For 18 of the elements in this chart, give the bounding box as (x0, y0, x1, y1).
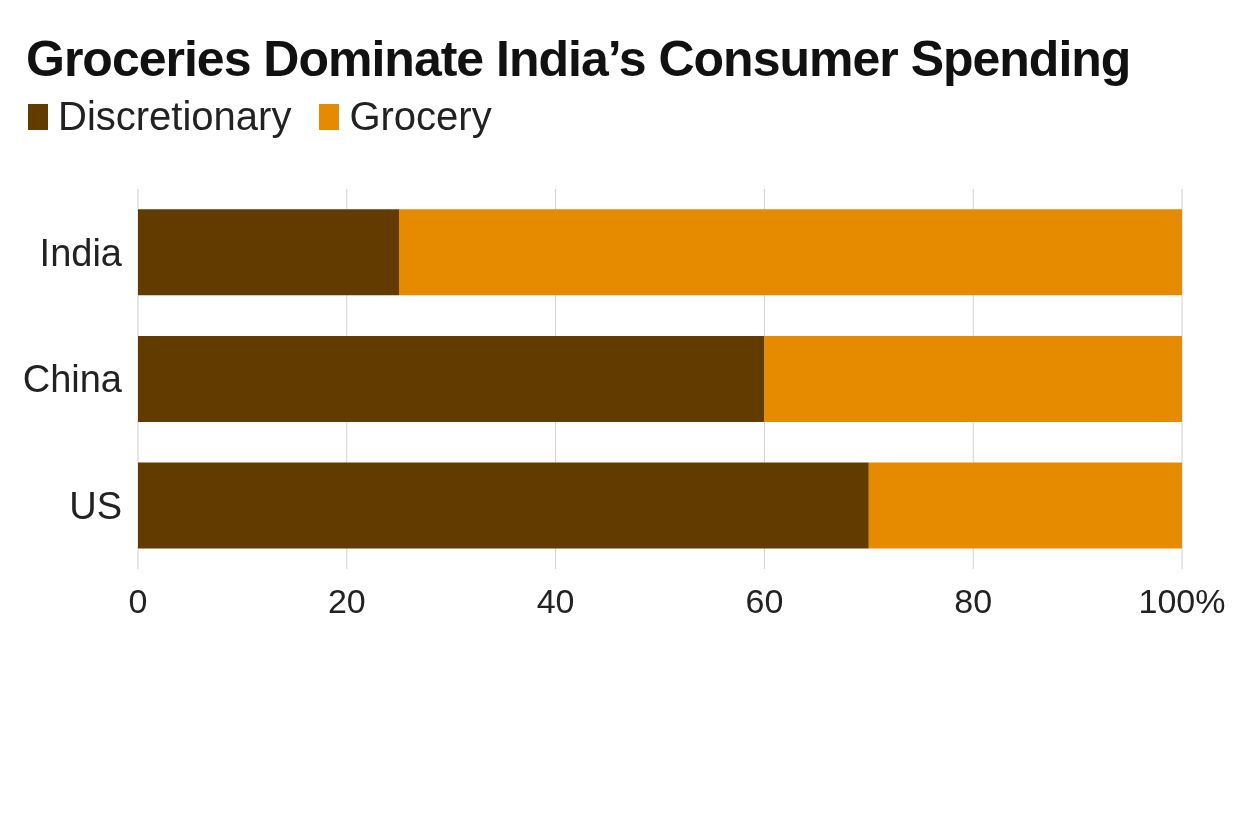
x-tick-label: 100% (1138, 582, 1226, 621)
bar (138, 462, 869, 549)
legend-label: Grocery (349, 94, 492, 139)
bar (138, 209, 399, 296)
bar (764, 335, 1182, 422)
bar (868, 462, 1182, 549)
bar (138, 335, 765, 422)
chart-title: Groceries Dominate India’s Consumer Spending (26, 30, 1132, 88)
x-tick-label: 40 (536, 582, 575, 621)
x-tick-label: 60 (745, 582, 784, 621)
x-tick-label: 20 (327, 582, 366, 621)
x-tick-label: 0 (128, 582, 148, 621)
y-tick-label: China (22, 358, 123, 401)
x-tick-label: 80 (954, 582, 993, 621)
bar (399, 209, 1182, 296)
y-tick-label: US (69, 485, 122, 528)
y-tick-label: India (39, 231, 123, 274)
legend-label: Discretionary (58, 94, 292, 139)
